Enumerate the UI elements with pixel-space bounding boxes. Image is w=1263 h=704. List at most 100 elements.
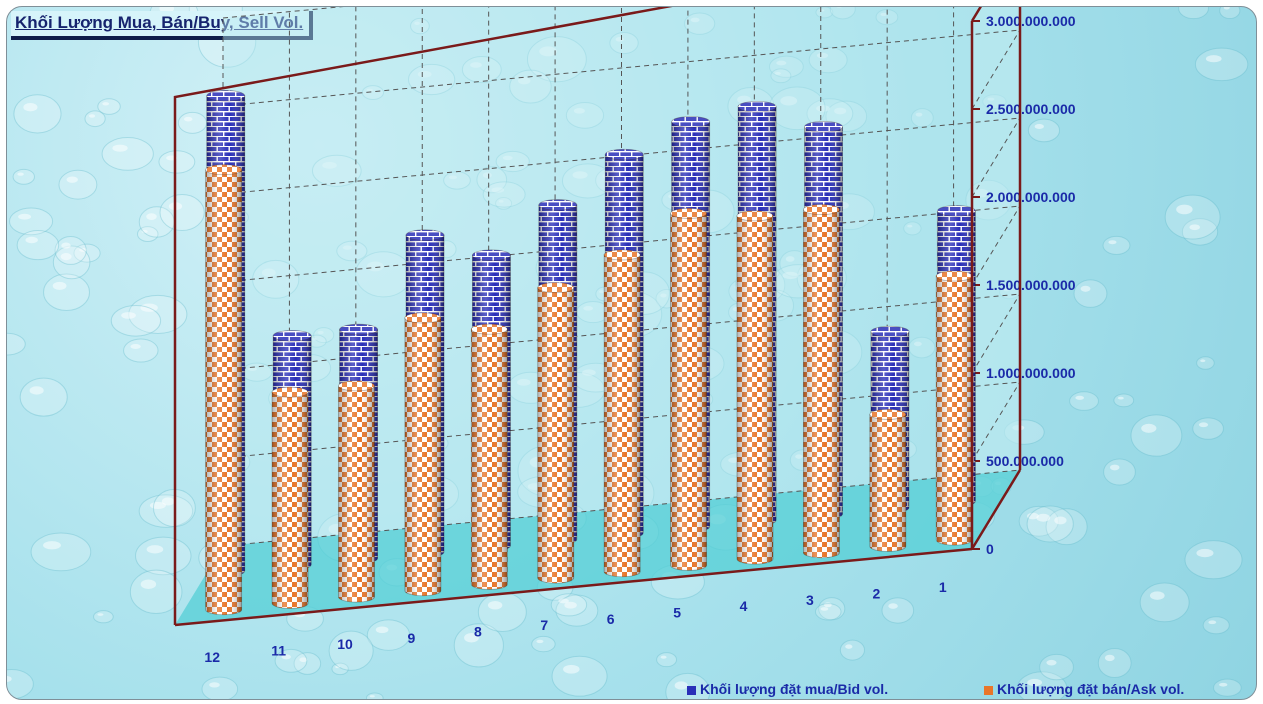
droplet-highlight — [317, 330, 324, 335]
droplet-highlight — [563, 664, 580, 674]
droplet-highlight — [140, 579, 157, 590]
x-tick-label: 2 — [872, 586, 880, 602]
bar-ask — [205, 164, 243, 616]
bar-ask — [603, 249, 641, 578]
droplet-highlight — [1223, 7, 1230, 10]
droplet-highlight — [311, 337, 317, 341]
droplet-highlight — [834, 107, 847, 115]
droplet-highlight — [1149, 591, 1165, 600]
droplet-highlight — [482, 172, 492, 179]
y-tick-label: 1.000.000.000 — [986, 365, 1076, 381]
droplet-highlight — [7, 675, 12, 683]
droplet-highlight — [1205, 55, 1222, 63]
y-tick-label: 1.500.000.000 — [986, 277, 1076, 293]
droplet-highlight — [366, 261, 384, 272]
droplet-highlight — [25, 236, 38, 244]
droplet-highlight — [89, 114, 96, 118]
droplet-highlight — [1208, 620, 1217, 625]
chart-plot: 0 500.000.000 1.000.000.000 1.500.000.000 2.… — [173, 7, 1076, 665]
droplet-highlight — [146, 545, 164, 554]
gridline — [222, 29, 1021, 107]
bar-ask — [802, 204, 840, 559]
droplet-highlight — [18, 213, 32, 220]
side-wall — [972, 7, 1020, 549]
gridline-side — [971, 381, 1021, 462]
droplet — [7, 332, 26, 356]
droplet-highlight — [342, 245, 352, 250]
droplet-highlight — [146, 213, 157, 220]
droplet-highlight — [1219, 682, 1228, 687]
droplet-highlight — [785, 256, 795, 262]
droplet-highlight — [61, 242, 71, 249]
x-tick-label: 8 — [474, 624, 482, 640]
frame-outline — [970, 7, 982, 22]
x-tick-label: 1 — [939, 579, 947, 595]
legend-label-bid: Khối lượng đặt mua/Bid vol. — [700, 681, 889, 697]
droplet — [1178, 7, 1209, 20]
droplet-highlight — [728, 457, 740, 463]
droplet-highlight — [149, 501, 166, 509]
droplet-highlight — [660, 655, 667, 659]
droplet-highlight — [880, 12, 887, 17]
droplet-highlight — [502, 155, 513, 161]
droplet-highlight — [795, 454, 803, 459]
frame-outline — [173, 7, 1022, 625]
droplet-highlight — [161, 497, 175, 506]
droplet — [201, 676, 239, 699]
legend-swatch-ask — [984, 685, 993, 695]
droplet-highlight — [776, 60, 787, 66]
gridline-side — [971, 117, 1021, 198]
droplet-highlight — [337, 639, 352, 649]
droplet-highlight — [1196, 548, 1214, 558]
droplet-highlight — [66, 176, 78, 183]
x-tick-label: 7 — [540, 617, 548, 633]
droplet-highlight — [572, 171, 588, 179]
droplet — [7, 668, 34, 699]
droplet-highlight — [281, 654, 291, 660]
bar-ask — [404, 312, 442, 597]
droplet-highlight — [335, 665, 341, 669]
gridline-side — [971, 29, 1021, 110]
droplet-highlight — [498, 200, 504, 203]
x-tick-label: 9 — [408, 630, 416, 646]
droplet-highlight — [299, 657, 308, 663]
droplet-highlight — [261, 268, 276, 277]
droplet-highlight — [816, 105, 830, 112]
droplet-highlight — [888, 603, 898, 609]
droplet-highlight — [660, 293, 667, 298]
frame-outline — [174, 547, 973, 627]
droplet-highlight — [414, 21, 420, 26]
droplet-highlight — [43, 541, 61, 550]
droplet-highlight — [1176, 204, 1193, 215]
droplet-highlight — [913, 341, 922, 347]
droplet-highlight — [375, 626, 389, 634]
droplet-highlight — [737, 95, 751, 104]
droplet-highlight — [974, 188, 989, 198]
droplet-highlight — [599, 290, 605, 294]
bar-ask — [935, 270, 973, 546]
x-tick-label: 3 — [806, 592, 814, 608]
x-tick-label: 6 — [607, 611, 615, 627]
legend: Khối lượng đặt mua/Bid vol. Khối lượng đ… — [687, 681, 1247, 699]
droplet-highlight — [247, 367, 257, 371]
droplet-highlight — [1109, 464, 1120, 471]
droplet-highlight — [112, 144, 128, 152]
gridline-side — [971, 205, 1021, 286]
bar-ask — [537, 282, 575, 584]
droplet-highlight — [1198, 422, 1209, 428]
droplet-highlight — [823, 602, 832, 608]
droplet-highlight — [79, 247, 88, 252]
chart-frame: Khối Lượng Mua, Bán/Buy, Sell Vol. — [6, 6, 1257, 700]
droplet-highlight — [52, 281, 67, 290]
droplet-highlight — [987, 97, 995, 101]
legend-item-bid: Khối lượng đặt mua/Bid vol. — [687, 681, 888, 697]
droplet-highlight — [690, 17, 700, 23]
droplet-highlight — [209, 682, 220, 688]
bar-ask — [338, 380, 375, 603]
x-tick-label: 4 — [740, 598, 748, 614]
droplet-highlight — [121, 312, 136, 319]
droplet-highlight — [464, 633, 479, 643]
y-tick-label: 0 — [986, 541, 994, 557]
droplet-highlight — [907, 224, 913, 228]
droplet-highlight — [1108, 240, 1117, 245]
